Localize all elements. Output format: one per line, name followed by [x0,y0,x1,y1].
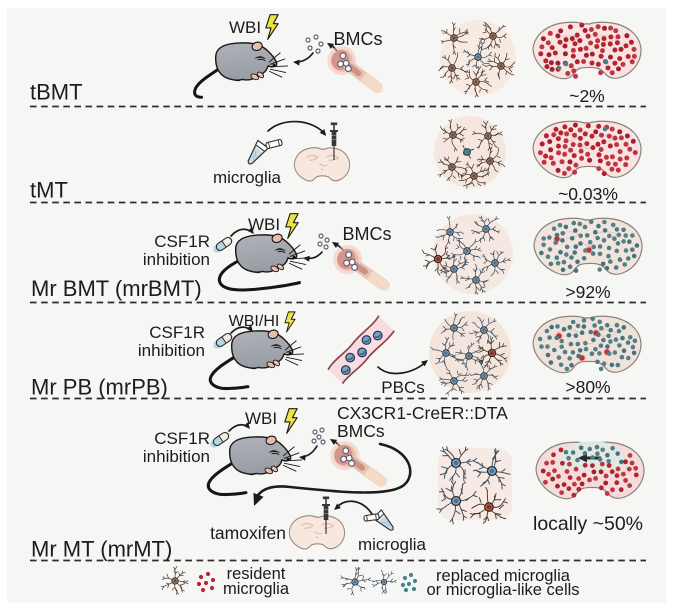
svg-text:microglia: microglia [213,168,282,187]
svg-text:Mr PB (mrPB): Mr PB (mrPB) [31,375,168,400]
svg-text:Mr BMT (mrBMT): Mr BMT (mrBMT) [31,276,202,301]
svg-text:~0.03%: ~0.03% [558,184,618,204]
svg-text:~2%: ~2% [569,86,605,106]
svg-text:Mr MT (mrMT): Mr MT (mrMT) [31,537,172,562]
svg-text:CSF1R: CSF1R [149,323,205,342]
svg-text:replaced microglia: replaced microglia [436,567,571,585]
svg-text:BMCs: BMCs [334,29,383,49]
svg-text:tamoxifen: tamoxifen [210,523,286,543]
svg-text:WBI: WBI [248,215,280,234]
svg-text:microglia: microglia [358,535,427,554]
svg-text:CX3CR1-CreER::DTA: CX3CR1-CreER::DTA [337,403,508,423]
svg-text:inhibition: inhibition [143,447,210,466]
svg-text:WBI: WBI [229,18,261,37]
svg-text:locally ~50%: locally ~50% [533,513,643,535]
svg-text:or microglia-like cells: or microglia-like cells [426,581,579,599]
svg-text:CSF1R: CSF1R [154,232,210,251]
svg-text:WBI/HI: WBI/HI [229,313,280,330]
svg-text:resident: resident [227,565,286,583]
svg-text:>92%: >92% [565,282,610,302]
svg-text:BMCs: BMCs [343,224,392,244]
svg-text:BMCs: BMCs [337,421,385,441]
svg-text:CSF1R: CSF1R [154,429,210,448]
svg-text:tMT: tMT [30,178,68,203]
svg-text:PBCs: PBCs [381,378,424,397]
svg-text:inhibition: inhibition [143,250,210,269]
svg-text:tBMT: tBMT [30,80,83,105]
svg-text:microglia: microglia [223,580,290,598]
svg-text:WBI: WBI [245,409,277,428]
svg-text:inhibition: inhibition [138,341,205,360]
svg-text:>80%: >80% [565,377,610,397]
